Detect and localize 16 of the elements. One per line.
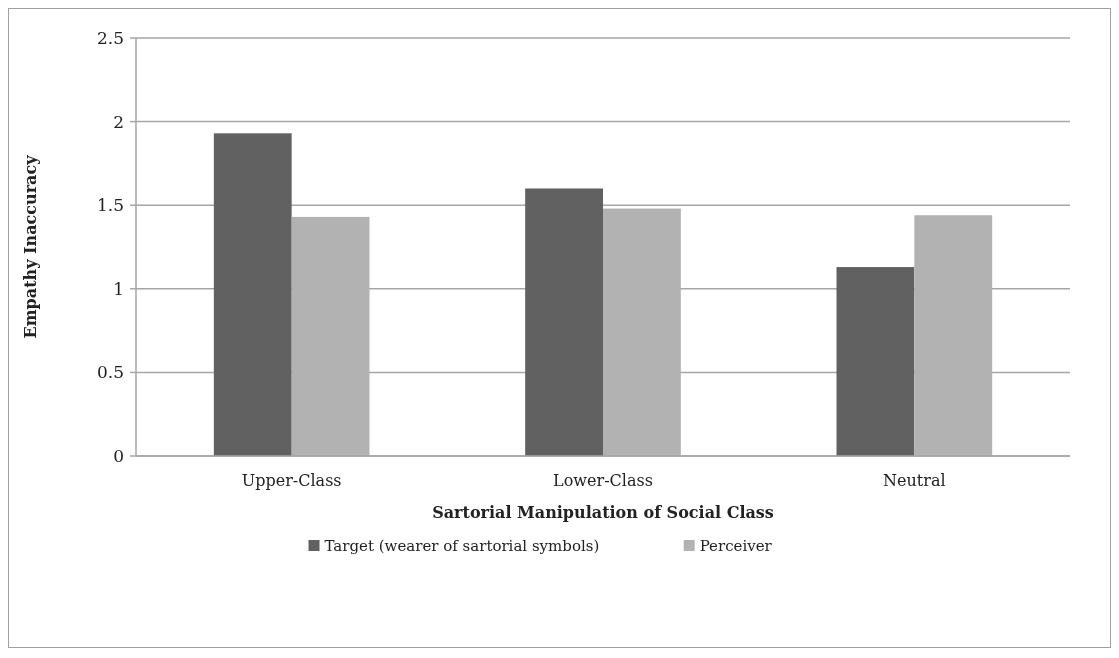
- x-axis-title: Sartorial Manipulation of Social Class: [432, 503, 774, 522]
- legend-label: Target (wearer of sartorial symbols): [324, 537, 600, 556]
- y-tick-label: 1: [113, 278, 124, 299]
- x-tick-label: Lower-Class: [553, 471, 653, 490]
- bar: [525, 188, 603, 456]
- y-axis-title: Empathy Inaccuracy: [21, 154, 40, 339]
- bar: [836, 267, 915, 456]
- y-tick-label: 0: [113, 445, 124, 466]
- y-tick-label: 1.5: [96, 195, 124, 216]
- bar: [213, 133, 292, 456]
- y-tick-label: 0.5: [96, 362, 124, 383]
- y-tick-label: 2: [113, 111, 124, 132]
- legend-label: Perceiver: [699, 537, 773, 556]
- x-tick-label: Neutral: [883, 471, 946, 490]
- x-tick-label: Upper-Class: [241, 471, 342, 490]
- y-tick-label: 2.5: [96, 27, 124, 48]
